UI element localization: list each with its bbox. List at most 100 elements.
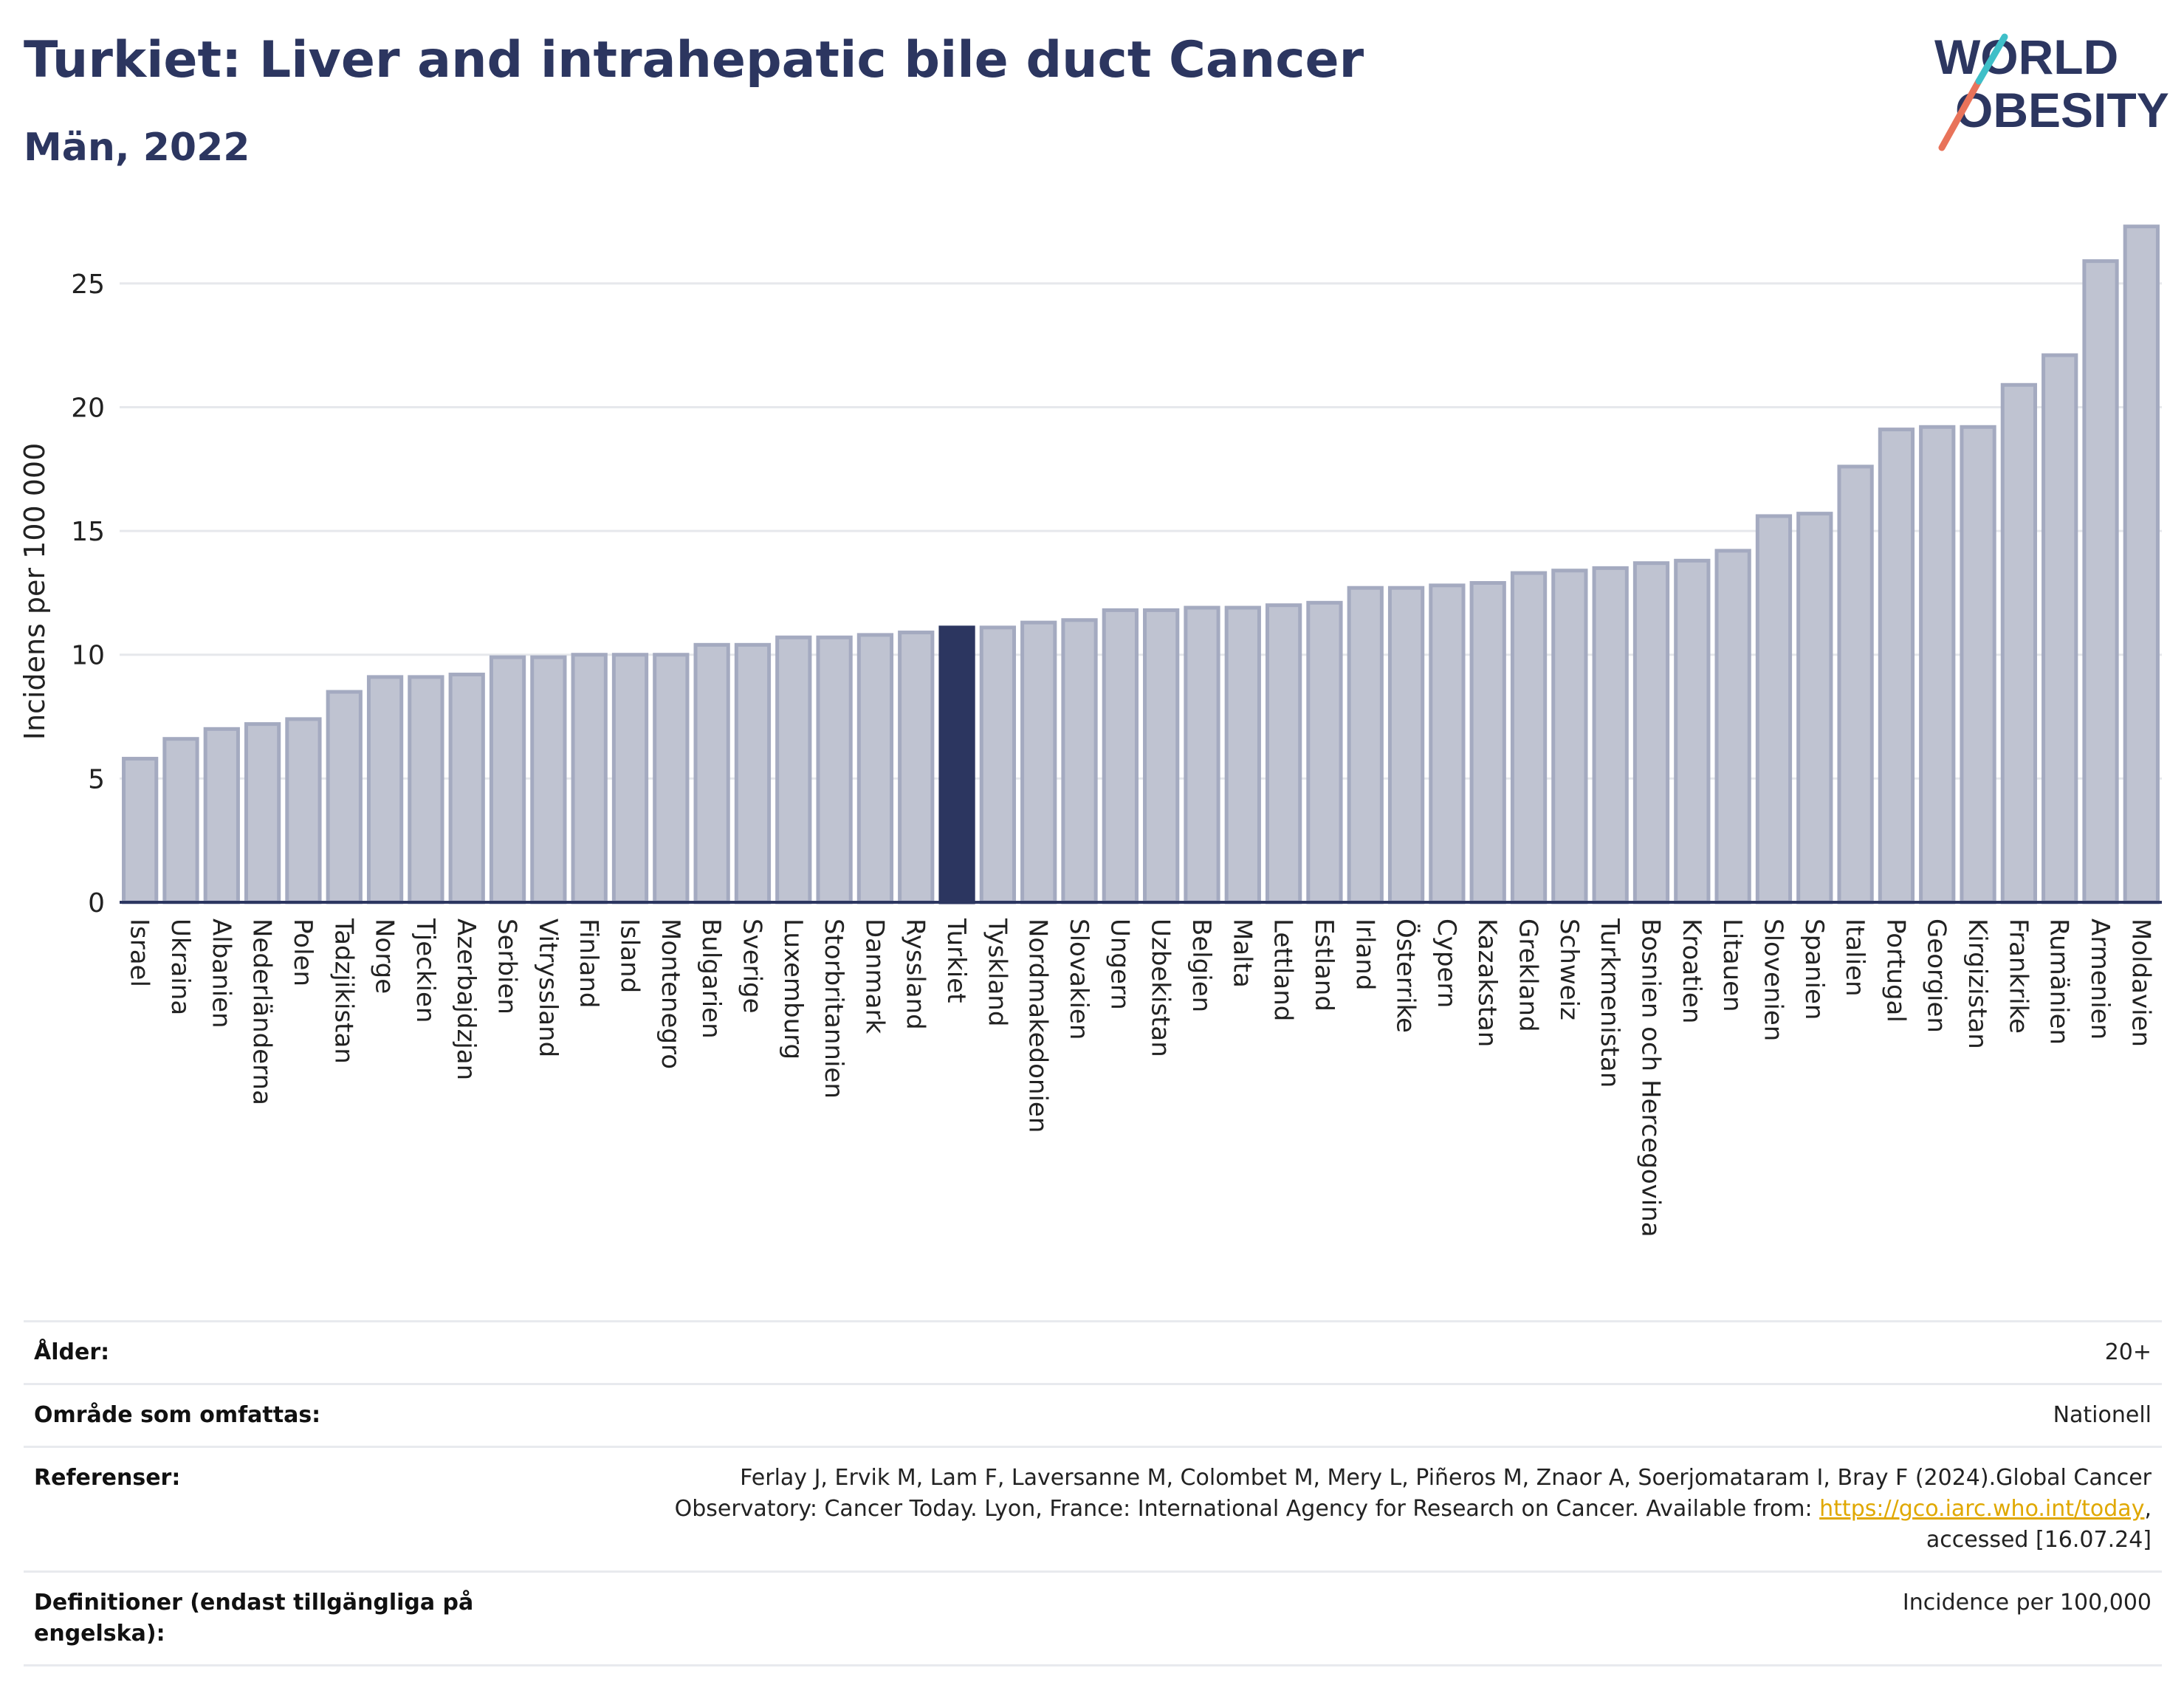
x-tick-label: Turkmenistan (1595, 918, 1624, 1088)
bar (1469, 580, 1506, 904)
x-tick-label: Montenegro (656, 919, 685, 1069)
definitions-label: Definitioner (endast tillgängliga på eng… (34, 1590, 474, 1647)
x-tick-label: Litauen (1717, 919, 1747, 1012)
x-tick-label: Portugal (1881, 919, 1910, 1023)
bar (1755, 514, 1793, 904)
bar (1632, 561, 1670, 904)
bar (1960, 425, 1996, 904)
y-tick-label: 5 (88, 764, 105, 794)
area-value: Nationell (2053, 1402, 2152, 1428)
x-tick-label: Lettland (1268, 919, 1298, 1021)
x-tick-label: Irland (1350, 919, 1379, 990)
y-tick-label: 15 (71, 517, 105, 547)
x-tick-label: Grekland (1514, 919, 1543, 1032)
bar (408, 675, 444, 904)
x-tick-label: Georgien (1922, 919, 1951, 1033)
x-tick-label: Azerbajdzjan (451, 919, 481, 1080)
y-axis-label: Incidens per 100 000 (18, 443, 51, 741)
bar (2123, 224, 2160, 904)
bar (162, 737, 199, 904)
logo-slash-coral (1938, 78, 1982, 151)
x-tick-label: Storbritannien (819, 919, 848, 1099)
bar (1429, 583, 1466, 904)
x-tick-label: Schweiz (1554, 919, 1584, 1020)
x-tick-label: Uzbekistan (1146, 919, 1175, 1057)
metadata-table: Ålder: 20+ Område som omfattas: Nationel… (24, 1320, 2162, 1666)
bar (203, 727, 240, 904)
x-tick-label: Israel (125, 919, 154, 987)
bar (653, 653, 690, 904)
x-tick-label: Turkiet (941, 918, 971, 1003)
references-text-1: Ferlay J, Ervik M, Lam F, Laversanne M, … (740, 1465, 2152, 1491)
page-title: Turkiet: Liver and intrahepatic bile duc… (24, 31, 1364, 89)
bar (2000, 382, 2038, 904)
references-link[interactable]: https://gco.iarc.who.int/today (1819, 1496, 2145, 1522)
x-tick-label: Kirgizistan (1962, 919, 1992, 1049)
logo-text-obesity: OBESITY (1955, 83, 2169, 137)
bar (326, 690, 363, 904)
x-tick-label: Bulgarien (696, 919, 726, 1039)
age-value: 20+ (2104, 1339, 2152, 1365)
bar (1347, 586, 1384, 904)
bar (1061, 618, 1098, 904)
x-tick-label: Bosnien och Hercegovina (1636, 919, 1666, 1237)
x-tick-label: Tadzjikistan (329, 918, 358, 1064)
y-tick-label: 0 (88, 888, 105, 919)
bar (122, 757, 159, 904)
meta-row-references: Referenser: Ferlay J, Ervik M, Lam F, La… (24, 1446, 2162, 1570)
bar (1837, 464, 1874, 904)
x-tick-label: Tjeckien (411, 918, 440, 1023)
meta-row-area: Område som omfattas: Nationell (24, 1383, 2162, 1446)
x-tick-label: Ryssland (901, 919, 930, 1030)
x-tick-label: Norge (370, 919, 399, 994)
bar (1796, 512, 1833, 904)
bar (1878, 428, 1915, 904)
bar (938, 625, 975, 904)
bar (571, 653, 608, 904)
area-label: Område som omfattas: (34, 1402, 321, 1428)
x-tick-label: Danmark (859, 919, 889, 1034)
x-tick-label: Albanien (206, 919, 236, 1029)
references-label: Referenser: (34, 1465, 181, 1491)
bar (979, 625, 1017, 904)
bar (244, 722, 281, 904)
age-label: Ålder: (34, 1339, 110, 1365)
meta-row-definitions: Definitioner (endast tillgängliga på eng… (24, 1570, 2162, 1666)
bar-chart: 0 5 10 15 20 25 Israel Ukraina Albanien Nederlän… (18, 224, 2162, 1237)
x-tick-label: Cypern (1432, 919, 1461, 1008)
x-tick-label: Ukraina (165, 919, 195, 1015)
bar (693, 642, 730, 904)
bar (1592, 566, 1629, 904)
logo-slash-teal (1975, 33, 2008, 85)
y-tick-label: 20 (71, 393, 105, 423)
x-tick-label: Malta (1227, 919, 1257, 988)
world-obesity-logo: WORLD OBESITY (1934, 30, 2169, 151)
references-text-2: Observatory: Cancer Today. Lyon, France:… (674, 1496, 1813, 1522)
x-tick-label: Polen (288, 919, 317, 986)
bar (448, 673, 485, 904)
bar (1265, 603, 1302, 904)
bar (1224, 605, 1261, 904)
x-tick-labels: Israel Ukraina Albanien Nederländerna Polen T… (125, 918, 2156, 1237)
x-tick-label: Armenien (2085, 919, 2115, 1040)
x-tick-label: Tyskland (982, 918, 1012, 1026)
bar (1102, 608, 1139, 904)
bar (1184, 605, 1220, 904)
bar (1387, 586, 1425, 904)
x-tick-label: Moldavien (2126, 919, 2155, 1047)
y-tick-labels: 0 5 10 15 20 25 (71, 269, 105, 919)
bar (1143, 608, 1180, 904)
bar (285, 717, 322, 904)
bar (856, 633, 894, 904)
page-subtitle: Män, 2022 (24, 126, 250, 170)
bar (366, 675, 404, 904)
references-value: Ferlay J, Ervik M, Lam F, Laversanne M, … (675, 1463, 2152, 1556)
bar (775, 635, 812, 904)
y-tick-label: 10 (71, 641, 105, 671)
bars (120, 224, 2162, 904)
bar (1551, 569, 1588, 904)
bar (1674, 558, 1711, 904)
x-tick-label: Slovenien (1758, 919, 1788, 1041)
bar (816, 635, 853, 904)
bar (1919, 425, 1956, 904)
